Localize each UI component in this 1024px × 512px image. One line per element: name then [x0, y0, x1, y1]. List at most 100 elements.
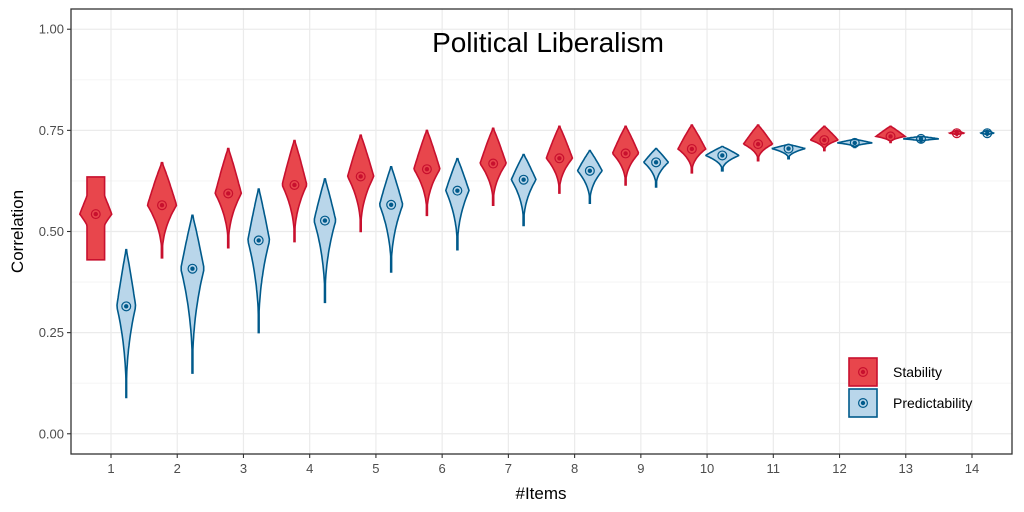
legend-label-predictability: Predictability: [893, 395, 972, 411]
median-ring: [584, 165, 595, 176]
median-ring: [651, 157, 662, 168]
legend-label-stability: Stability: [893, 364, 942, 380]
violin-predictability: [116, 248, 137, 399]
median-ring: [951, 128, 962, 139]
median-ring: [554, 153, 565, 164]
x-tick-label: 13: [899, 461, 913, 476]
x-tick-label: 2: [174, 461, 181, 476]
violin-stability: [611, 125, 640, 186]
violins: [78, 124, 995, 399]
y-tick-label: 0.50: [39, 224, 64, 239]
median-ring: [819, 135, 830, 146]
x-tick-label: 1: [107, 461, 114, 476]
y-axis: 0.00 0.25 0.50 0.75 1.00: [39, 22, 71, 441]
y-tick-label: 0.25: [39, 325, 64, 340]
median-ring: [223, 188, 234, 199]
median-ring: [319, 215, 330, 226]
median-ring: [620, 148, 631, 159]
violin-predictability: [510, 153, 537, 227]
violin-stability: [479, 127, 507, 206]
x-tick-label: 7: [505, 461, 512, 476]
median-point: [292, 182, 297, 188]
violin-predictability: [180, 214, 205, 374]
median-point: [954, 130, 959, 136]
median-point: [623, 151, 628, 156]
x-tick-label: 3: [240, 461, 247, 476]
median-point: [786, 146, 791, 151]
median-point: [256, 238, 261, 243]
legend-key-ring: [857, 367, 868, 378]
median-point: [424, 167, 430, 172]
legend-key-point: [860, 369, 866, 375]
x-tick-label: 10: [700, 461, 714, 476]
median-point: [720, 153, 725, 158]
x-tick-label: 8: [571, 461, 578, 476]
median-point: [455, 188, 460, 193]
y-tick-label: 1.00: [39, 22, 64, 37]
median-point: [93, 211, 98, 217]
median-point: [490, 161, 496, 166]
median-point: [322, 218, 328, 223]
median-point: [124, 304, 129, 309]
x-tick-label: 4: [306, 461, 313, 476]
violin-predictability: [378, 166, 404, 273]
median-point: [888, 134, 893, 139]
y-axis-title: Correlation: [8, 190, 27, 273]
violin-stability: [146, 161, 178, 259]
median-ring: [452, 185, 463, 196]
violin-predictability: [642, 147, 670, 188]
legend-key-ring: [857, 398, 868, 409]
violin-stability: [346, 134, 375, 233]
x-axis-title: #Items: [515, 484, 566, 503]
median-point: [918, 136, 924, 142]
median-ring: [253, 235, 264, 246]
median-ring: [90, 209, 101, 220]
grid-lines: [71, 9, 1012, 454]
violin-stability: [413, 129, 441, 217]
median-point: [358, 174, 363, 179]
median-point: [852, 140, 857, 146]
legend: Stability Predictability: [848, 357, 972, 418]
series-stability: [78, 124, 966, 261]
x-tick-label: 11: [767, 461, 781, 476]
y-tick-label: 0.00: [39, 426, 64, 441]
median-point: [557, 156, 562, 161]
violin-predictability: [576, 149, 603, 204]
median-ring: [849, 137, 860, 148]
series-predictability: [116, 128, 995, 399]
median-point: [689, 146, 695, 152]
median-ring: [421, 164, 432, 175]
median-ring: [289, 179, 300, 190]
violin-predictability: [313, 178, 337, 304]
median-point: [822, 137, 827, 143]
legend-key-point: [860, 400, 866, 406]
median-ring: [916, 133, 927, 144]
median-ring: [518, 174, 529, 185]
median-point: [587, 168, 593, 174]
y-tick-label: 0.75: [39, 123, 64, 138]
chart-title: Political Liberalism: [432, 27, 664, 58]
median-ring: [783, 143, 794, 154]
median-ring: [982, 128, 993, 139]
x-tick-label: 5: [372, 461, 379, 476]
x-tick-label: 9: [637, 461, 644, 476]
median-point: [226, 191, 231, 196]
median-point: [190, 266, 195, 271]
median-point: [388, 202, 394, 207]
median-ring: [386, 199, 397, 210]
x-tick-label: 12: [832, 461, 846, 476]
median-ring: [156, 200, 167, 211]
median-ring: [187, 263, 198, 274]
x-axis: 1 2 3 4 5 6 7 8 9 10 11 12 13 14: [107, 454, 979, 476]
median-ring: [488, 158, 499, 169]
x-tick-label: 6: [439, 461, 446, 476]
median-ring: [686, 143, 697, 154]
violin-stability: [281, 139, 308, 243]
violin-predictability: [247, 188, 271, 334]
median-point: [653, 160, 659, 165]
violin-predictability: [705, 145, 740, 172]
violin-predictability: [444, 157, 470, 251]
median-ring: [753, 139, 764, 150]
median-ring: [717, 150, 728, 161]
